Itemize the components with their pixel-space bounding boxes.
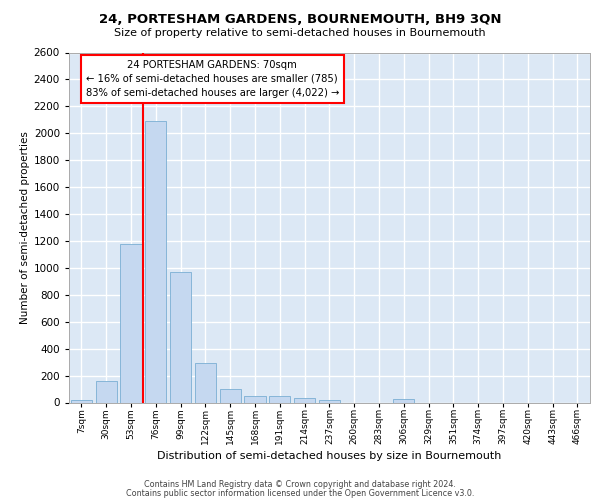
Bar — [145, 121, 166, 402]
Bar — [71, 400, 92, 402]
Bar — [220, 389, 241, 402]
Y-axis label: Number of semi-detached properties: Number of semi-detached properties — [20, 131, 29, 324]
Bar — [269, 396, 290, 402]
Bar — [393, 399, 415, 402]
Bar — [294, 398, 315, 402]
Bar — [121, 244, 142, 402]
Bar — [95, 381, 117, 402]
X-axis label: Distribution of semi-detached houses by size in Bournemouth: Distribution of semi-detached houses by … — [157, 452, 502, 462]
Text: 24, PORTESHAM GARDENS, BOURNEMOUTH, BH9 3QN: 24, PORTESHAM GARDENS, BOURNEMOUTH, BH9 … — [99, 13, 501, 26]
Text: 24 PORTESHAM GARDENS: 70sqm
← 16% of semi-detached houses are smaller (785)
83% : 24 PORTESHAM GARDENS: 70sqm ← 16% of sem… — [86, 60, 339, 98]
Bar — [244, 396, 266, 402]
Bar — [195, 364, 216, 403]
Text: Contains HM Land Registry data © Crown copyright and database right 2024.: Contains HM Land Registry data © Crown c… — [144, 480, 456, 489]
Bar — [170, 272, 191, 402]
Text: Size of property relative to semi-detached houses in Bournemouth: Size of property relative to semi-detach… — [114, 28, 486, 38]
Text: Contains public sector information licensed under the Open Government Licence v3: Contains public sector information licen… — [126, 488, 474, 498]
Bar — [319, 400, 340, 402]
